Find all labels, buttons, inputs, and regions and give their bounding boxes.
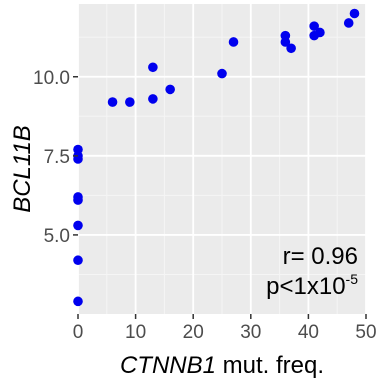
- y-axis-title: BCL11B: [9, 125, 36, 213]
- x-axis-title: CTNNB1 mut. freq.: [120, 352, 324, 379]
- data-point: [125, 97, 135, 107]
- data-point: [107, 97, 118, 107]
- data-point: [343, 18, 354, 28]
- data-point: [228, 37, 239, 47]
- data-point: [148, 94, 158, 104]
- x-tick-label: 10: [125, 322, 146, 343]
- data-point: [73, 144, 83, 155]
- data-point: [148, 62, 158, 73]
- p-value-base: p<1x10: [266, 273, 345, 300]
- data-point: [73, 255, 83, 266]
- y-axis-ticks: 5.0 7.5 10.0: [33, 68, 78, 247]
- data-point: [73, 220, 83, 231]
- data-point: [349, 8, 360, 19]
- p-value-exponent: -5: [346, 271, 359, 287]
- data-point: [165, 84, 175, 95]
- p-value-annotation: p<1x10-5: [266, 271, 358, 300]
- data-point: [73, 192, 83, 202]
- correlation-annotation: r= 0.96: [283, 243, 358, 270]
- data-point: [73, 296, 83, 307]
- y-tick-label: 7.5: [44, 147, 70, 168]
- x-axis-ticks: 0 10 20 30 40 50: [73, 314, 377, 343]
- x-axis-title-rest: mut. freq.: [216, 352, 324, 379]
- y-tick-label: 5.0: [44, 226, 70, 247]
- minor-gridlines: [78, 4, 366, 314]
- x-tick-label: 0: [73, 322, 84, 343]
- x-axis-title-gene: CTNNB1: [120, 352, 216, 379]
- data-point: [217, 68, 227, 79]
- data-point: [315, 27, 325, 38]
- data-points: [73, 8, 360, 307]
- data-point: [280, 30, 291, 41]
- x-tick-label: 50: [355, 322, 376, 343]
- data-point: [286, 43, 296, 54]
- x-tick-label: 20: [183, 322, 204, 343]
- x-tick-label: 30: [240, 322, 261, 343]
- y-tick-label: 10.0: [33, 68, 70, 89]
- data-point: [309, 21, 319, 31]
- x-tick-label: 40: [298, 322, 319, 343]
